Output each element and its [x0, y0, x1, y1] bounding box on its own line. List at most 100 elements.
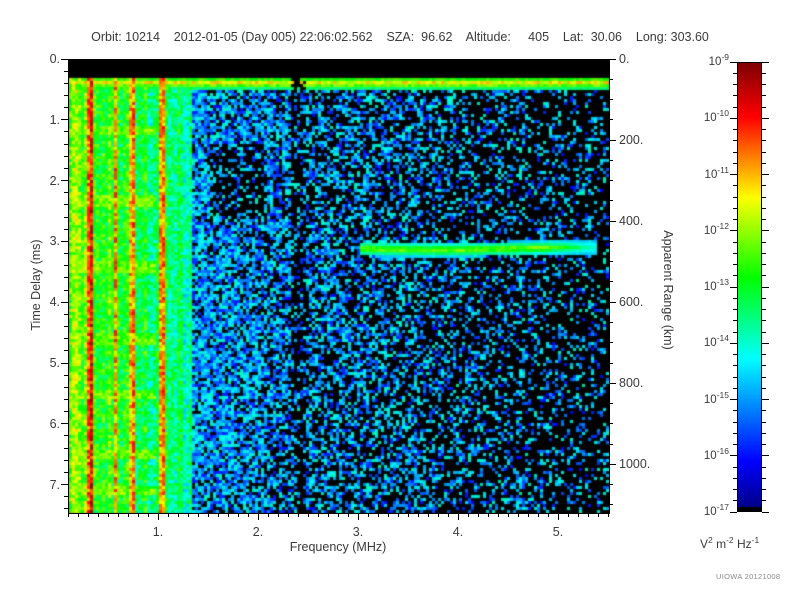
- colorbar-tick-minor: [762, 500, 766, 502]
- y-tick-label-right: 0.: [619, 52, 630, 66]
- colorbar-tick-label: 10-12: [703, 220, 729, 237]
- x-tick-minor: [497, 513, 499, 517]
- y-tick-minor: [64, 192, 68, 194]
- x-tick-minor: [377, 513, 379, 517]
- x-tick-minor: [107, 513, 109, 517]
- colorbar-tick-minor: [733, 320, 737, 322]
- colorbar-tick-minor: [733, 264, 737, 265]
- colorbar-tick-minor: [733, 140, 737, 142]
- x-tick-minor: [487, 513, 489, 517]
- credit-text: UIOWA 20121008: [716, 572, 781, 581]
- x-tick-minor: [87, 513, 89, 517]
- y-tick-minor: [64, 326, 68, 328]
- colorbar-tick-minor: [762, 196, 766, 198]
- colorbar-tick-minor: [733, 365, 737, 367]
- x-tick-minor: [577, 513, 579, 517]
- x-tick-minor: [347, 513, 349, 517]
- y-tick-minor: [64, 338, 68, 340]
- y-tick-major-right: [609, 220, 616, 222]
- x-tick-minor: [197, 513, 199, 517]
- colorbar-tick-minor: [733, 95, 737, 97]
- y-tick-minor: [64, 82, 68, 84]
- x-tick-minor: [327, 513, 329, 517]
- y-axis-label-right: Apparent Range (km): [661, 230, 675, 350]
- x-tick-major: [457, 513, 459, 520]
- x-tick-major: [157, 513, 159, 520]
- y-tick-minor-right: [609, 403, 613, 405]
- colorbar-tick-minor: [762, 264, 766, 265]
- colorbar-tick-minor: [762, 72, 766, 74]
- x-tick-minor: [387, 513, 389, 517]
- x-tick-label: 5.: [552, 525, 564, 539]
- colorbar-tick-minor: [762, 365, 766, 367]
- x-tick-minor: [427, 513, 429, 517]
- y-tick-minor: [64, 447, 68, 449]
- colorbar-tick: [762, 399, 769, 400]
- colorbar-tick-minor: [733, 444, 737, 445]
- colorbar-tick: [730, 230, 737, 232]
- colorbar-tick-minor: [733, 185, 737, 187]
- colorbar-tick-minor: [733, 129, 737, 130]
- y-tick-minor: [64, 289, 68, 291]
- header-metadata: Orbit: 10214 2012-01-05 (Day 005) 22:06:…: [0, 30, 800, 44]
- colorbar-tick-minor: [762, 387, 766, 389]
- x-tick-minor: [187, 513, 189, 517]
- x-tick-minor: [367, 513, 369, 517]
- y-tick-label-left: 6.: [49, 416, 60, 431]
- x-tick-major: [257, 513, 259, 520]
- y-tick-major: [61, 423, 68, 425]
- colorbar-tick-minor: [762, 219, 766, 220]
- colorbar-tick-minor: [762, 162, 766, 164]
- colorbar-tick-minor: [733, 162, 737, 164]
- colorbar-tick: [730, 511, 737, 513]
- colorbar-tick: [730, 117, 737, 119]
- y-axis-label-left: Time Delay (ms): [29, 239, 43, 331]
- x-tick-minor: [287, 513, 289, 517]
- colorbar-tick: [762, 455, 769, 457]
- y-tick-major-right: [609, 463, 616, 465]
- y-tick-minor: [64, 204, 68, 206]
- x-tick-minor: [507, 513, 509, 517]
- colorbar-tick-minor: [733, 309, 737, 310]
- x-tick-major: [357, 513, 359, 520]
- y-tick-minor-right: [609, 261, 613, 263]
- colorbar-tick-minor: [762, 297, 766, 299]
- colorbar-tick-minor: [733, 207, 737, 209]
- y-tick-label-right: 400.: [619, 214, 644, 229]
- y-tick-minor: [64, 131, 68, 133]
- y-tick-label-right: 800.: [619, 376, 644, 391]
- y-tick-minor-right: [609, 484, 613, 486]
- x-tick-minor: [277, 513, 279, 517]
- x-tick-minor: [397, 513, 399, 517]
- y-tick-major: [61, 240, 68, 242]
- x-tick-minor: [337, 513, 339, 517]
- colorbar-tick-minor: [762, 421, 766, 423]
- x-tick-minor: [307, 513, 309, 517]
- colorbar-tick-minor: [762, 252, 766, 254]
- colorbar-tick-minor: [762, 489, 766, 490]
- colorbar-tick-minor: [733, 275, 737, 277]
- x-tick-minor: [317, 513, 319, 517]
- colorbar-tick-label: 10-10: [703, 108, 729, 125]
- colorbar-tick-label: 10-13: [703, 277, 729, 293]
- colorbar-tick-minor: [733, 196, 737, 198]
- colorbar-tick: [762, 286, 769, 288]
- y-tick-minor-right: [609, 200, 613, 202]
- y-tick-major-right: [609, 58, 616, 60]
- y-tick-label-left: 1.: [49, 112, 60, 127]
- x-tick-minor: [447, 513, 449, 517]
- y-tick-minor-right: [609, 159, 613, 161]
- colorbar-tick-minor: [733, 297, 737, 299]
- x-tick-minor: [207, 513, 209, 517]
- x-tick-minor: [117, 513, 119, 517]
- colorbar-tick-minor: [762, 444, 766, 445]
- colorbar-tick: [730, 286, 737, 288]
- y-tick-minor: [64, 167, 68, 169]
- colorbar-tick-label: 10-11: [704, 164, 729, 181]
- colorbar-tick-minor: [733, 241, 737, 243]
- x-tick-minor: [417, 513, 419, 517]
- y-tick-minor-right: [609, 362, 613, 364]
- y-tick-minor: [64, 374, 68, 376]
- y-tick-major: [61, 58, 68, 60]
